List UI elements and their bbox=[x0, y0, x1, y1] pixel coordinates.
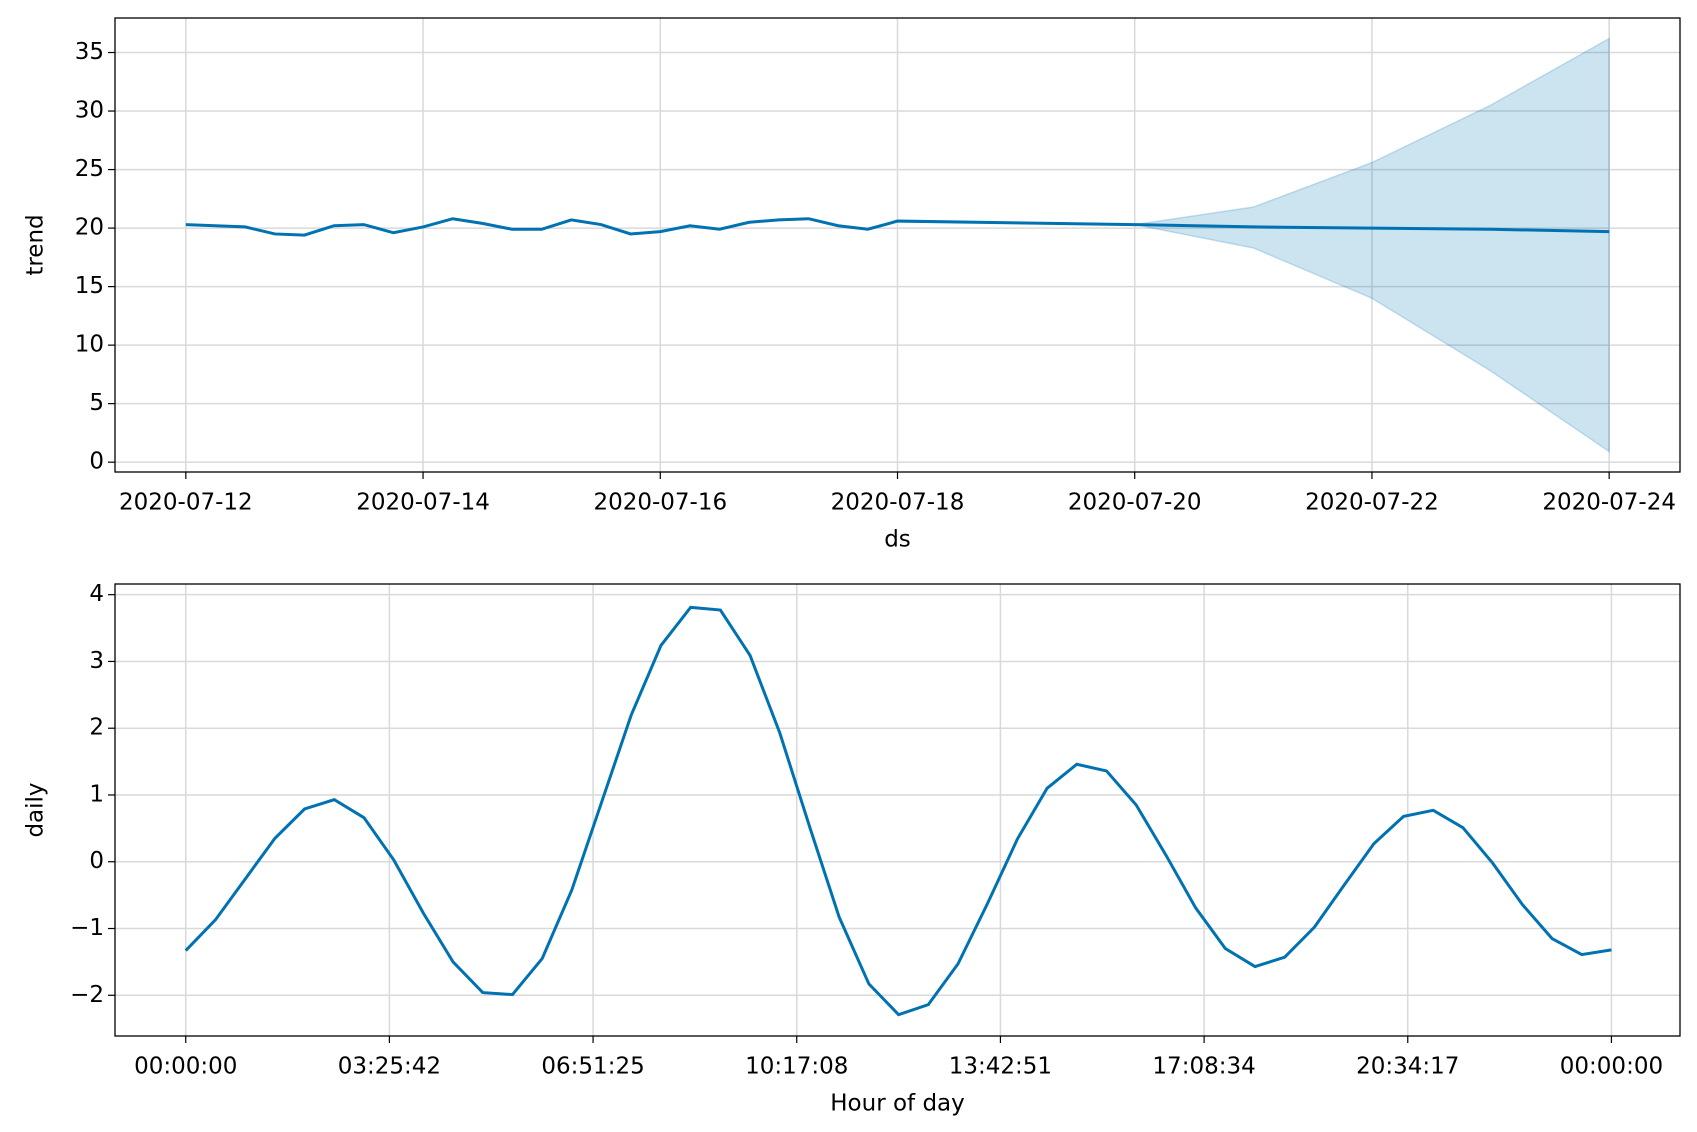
y-tick-label: 4 bbox=[89, 581, 104, 607]
x-tick-label: 2020-07-16 bbox=[593, 490, 727, 516]
y-tick-label: 5 bbox=[89, 390, 104, 416]
y-tick-label: 1 bbox=[89, 781, 104, 807]
uncertainty-band bbox=[1134, 37, 1610, 454]
y-tick-label: 2 bbox=[89, 715, 104, 741]
y-tick-label: 30 bbox=[75, 98, 104, 124]
x-tick-label: 13:42:51 bbox=[949, 1054, 1052, 1080]
y-tick-label: 25 bbox=[75, 156, 104, 182]
data-line bbox=[185, 217, 1610, 237]
x-axis-label: Hour of day bbox=[830, 1091, 965, 1117]
y-tick-label: 20 bbox=[75, 215, 104, 241]
y-tick-label: −1 bbox=[70, 915, 104, 941]
x-tick-label: 00:00:00 bbox=[134, 1054, 237, 1080]
y-axis-label: daily bbox=[23, 782, 49, 837]
plot-frame bbox=[114, 583, 1681, 1037]
x-tick-label: 2020-07-22 bbox=[1305, 490, 1439, 516]
x-tick-label: 2020-07-12 bbox=[119, 490, 253, 516]
x-tick-label: 06:51:25 bbox=[541, 1054, 644, 1080]
x-tick-label: 17:08:34 bbox=[1152, 1054, 1255, 1080]
x-tick-label: 03:25:42 bbox=[338, 1054, 441, 1080]
y-tick-label: 35 bbox=[75, 39, 104, 65]
y-tick-label: 15 bbox=[75, 273, 104, 299]
plot-frame bbox=[114, 17, 1681, 473]
x-axis-label: ds bbox=[884, 527, 911, 553]
x-tick-label: 2020-07-24 bbox=[1542, 490, 1676, 516]
x-tick-label: 20:34:17 bbox=[1356, 1054, 1459, 1080]
y-tick-label: 3 bbox=[89, 648, 104, 674]
y-tick-label: −2 bbox=[70, 982, 104, 1008]
y-tick-label: 0 bbox=[89, 449, 104, 475]
x-tick-label: 2020-07-18 bbox=[831, 490, 965, 516]
y-tick-label: 10 bbox=[75, 332, 104, 358]
x-tick-label: 10:17:08 bbox=[745, 1054, 848, 1080]
y-tick-label: 0 bbox=[89, 848, 104, 874]
data-line bbox=[184, 605, 1612, 1017]
x-tick-label: 2020-07-14 bbox=[356, 490, 490, 516]
x-tick-label: 00:00:00 bbox=[1560, 1054, 1663, 1080]
y-axis-label: trend bbox=[23, 214, 49, 275]
x-tick-label: 2020-07-20 bbox=[1068, 490, 1202, 516]
